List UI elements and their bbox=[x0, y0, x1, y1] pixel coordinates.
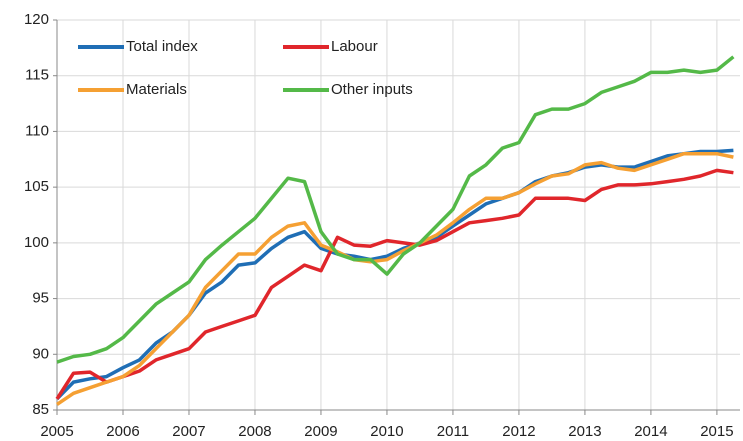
y-tick-label: 105 bbox=[24, 178, 49, 195]
series-line bbox=[56, 151, 734, 406]
x-tick-label: 2012 bbox=[502, 423, 535, 440]
y-tick-label: 85 bbox=[32, 401, 49, 418]
x-tick-label: 2007 bbox=[172, 423, 205, 440]
y-tick-label: 110 bbox=[25, 122, 49, 139]
legend-label: Total index bbox=[126, 38, 198, 55]
x-tick-label: 2005 bbox=[40, 423, 73, 440]
x-tick-label: 2009 bbox=[304, 423, 337, 440]
legend-label: Materials bbox=[126, 81, 187, 98]
x-tick-label: 2013 bbox=[568, 423, 601, 440]
series-line bbox=[55, 168, 734, 400]
series-line bbox=[56, 55, 735, 364]
legend-label: Labour bbox=[331, 38, 378, 55]
y-tick-label: 90 bbox=[32, 345, 49, 362]
series-line bbox=[55, 148, 734, 401]
x-tick-label: 2006 bbox=[106, 423, 139, 440]
y-tick-label: 100 bbox=[24, 234, 49, 251]
x-tick-label: 2015 bbox=[700, 423, 733, 440]
x-tick-label: 2011 bbox=[437, 423, 469, 440]
y-tick-label: 120 bbox=[24, 11, 49, 28]
legend-label: Other inputs bbox=[331, 81, 413, 98]
y-tick-label: 115 bbox=[25, 67, 49, 84]
y-tick-label: 95 bbox=[32, 290, 49, 307]
x-tick-label: 2010 bbox=[370, 423, 403, 440]
x-tick-label: 2008 bbox=[238, 423, 271, 440]
x-tick-label: 2014 bbox=[634, 423, 667, 440]
